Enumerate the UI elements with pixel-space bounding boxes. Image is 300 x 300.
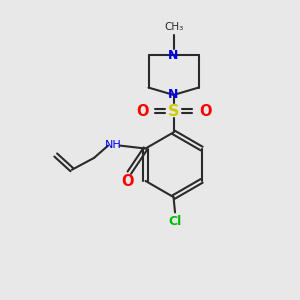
Text: O: O	[199, 103, 211, 118]
Text: O: O	[122, 174, 134, 189]
Text: S: S	[168, 103, 179, 118]
Text: N: N	[168, 49, 179, 62]
Text: Cl: Cl	[168, 215, 182, 228]
Text: O: O	[136, 103, 148, 118]
Text: NH: NH	[105, 140, 122, 150]
Text: N: N	[168, 88, 179, 101]
Text: CH₃: CH₃	[164, 22, 184, 32]
